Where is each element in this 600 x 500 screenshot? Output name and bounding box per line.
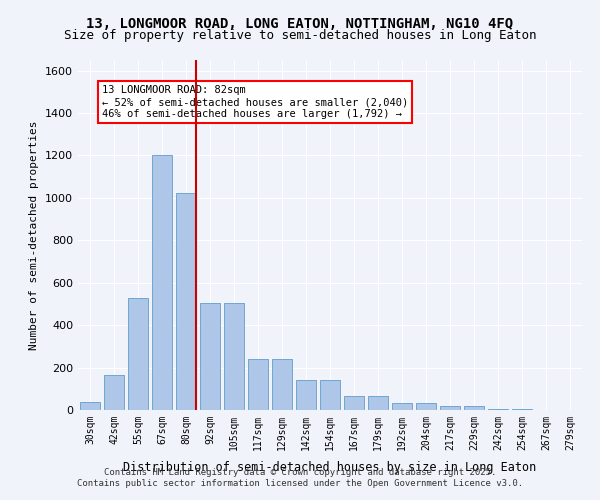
Bar <box>488 409 508 410</box>
Bar <box>200 303 220 410</box>
Text: Contains HM Land Registry data © Crown copyright and database right 2025.
Contai: Contains HM Land Registry data © Crown c… <box>77 468 523 487</box>
Bar <box>272 359 292 410</box>
Bar <box>248 359 268 410</box>
Bar <box>368 396 388 410</box>
Bar <box>512 409 532 410</box>
Bar <box>392 402 412 410</box>
Y-axis label: Number of semi-detached properties: Number of semi-detached properties <box>29 120 40 350</box>
Bar <box>416 402 436 410</box>
Bar <box>320 380 340 410</box>
Text: 13, LONGMOOR ROAD, LONG EATON, NOTTINGHAM, NG10 4FQ: 13, LONGMOOR ROAD, LONG EATON, NOTTINGHA… <box>86 18 514 32</box>
Bar <box>152 156 172 410</box>
Bar <box>344 396 364 410</box>
Bar <box>296 380 316 410</box>
Text: 13 LONGMOOR ROAD: 82sqm
← 52% of semi-detached houses are smaller (2,040)
46% of: 13 LONGMOOR ROAD: 82sqm ← 52% of semi-de… <box>102 86 408 118</box>
Bar <box>440 406 460 410</box>
X-axis label: Distribution of semi-detached houses by size in Long Eaton: Distribution of semi-detached houses by … <box>124 461 536 474</box>
Bar <box>80 402 100 410</box>
Bar <box>104 375 124 410</box>
Bar <box>176 192 196 410</box>
Bar <box>224 303 244 410</box>
Bar <box>128 298 148 410</box>
Text: Size of property relative to semi-detached houses in Long Eaton: Size of property relative to semi-detach… <box>64 29 536 42</box>
Bar <box>464 406 484 410</box>
